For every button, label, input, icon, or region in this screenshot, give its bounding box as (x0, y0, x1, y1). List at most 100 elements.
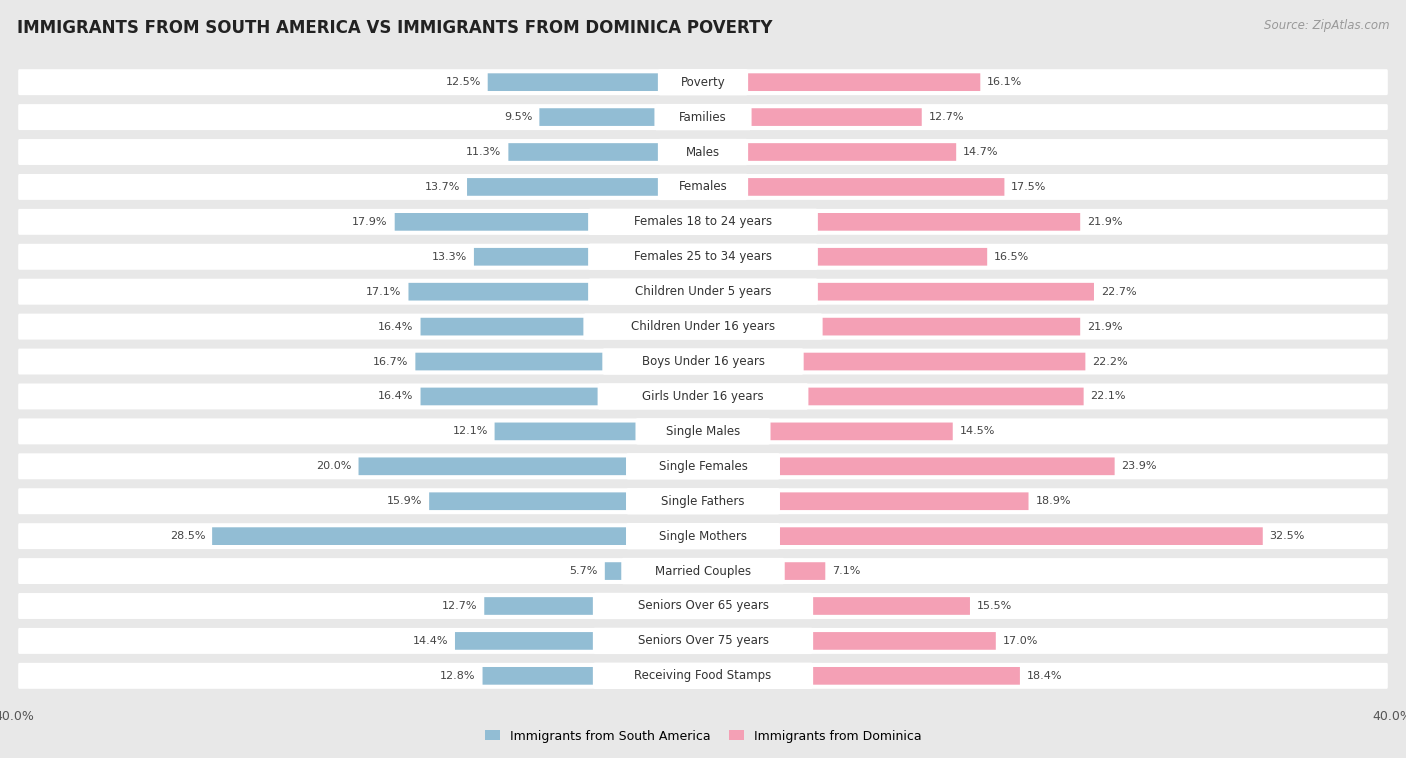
FancyBboxPatch shape (18, 314, 1388, 340)
Text: IMMIGRANTS FROM SOUTH AMERICA VS IMMIGRANTS FROM DOMINICA POVERTY: IMMIGRANTS FROM SOUTH AMERICA VS IMMIGRA… (17, 19, 772, 37)
FancyBboxPatch shape (420, 387, 703, 406)
FancyBboxPatch shape (703, 632, 995, 650)
Legend: Immigrants from South America, Immigrants from Dominica: Immigrants from South America, Immigrant… (479, 725, 927, 747)
Text: Females 18 to 24 years: Females 18 to 24 years (634, 215, 772, 228)
FancyBboxPatch shape (598, 384, 808, 409)
FancyBboxPatch shape (703, 458, 1115, 475)
Text: 14.5%: 14.5% (960, 427, 995, 437)
Text: 12.7%: 12.7% (928, 112, 965, 122)
FancyBboxPatch shape (703, 667, 1019, 684)
Text: 12.8%: 12.8% (440, 671, 475, 681)
Text: Receiving Food Stamps: Receiving Food Stamps (634, 669, 772, 682)
FancyBboxPatch shape (703, 493, 1029, 510)
FancyBboxPatch shape (588, 208, 818, 235)
FancyBboxPatch shape (18, 558, 1388, 584)
FancyBboxPatch shape (703, 213, 1080, 230)
FancyBboxPatch shape (602, 349, 804, 374)
Text: Single Males: Single Males (666, 425, 740, 438)
Text: 13.7%: 13.7% (425, 182, 460, 192)
Text: 18.4%: 18.4% (1026, 671, 1063, 681)
Text: Single Mothers: Single Mothers (659, 530, 747, 543)
Text: 21.9%: 21.9% (1087, 321, 1122, 331)
FancyBboxPatch shape (703, 108, 922, 126)
FancyBboxPatch shape (409, 283, 703, 300)
Text: 23.9%: 23.9% (1122, 462, 1157, 471)
Text: Males: Males (686, 146, 720, 158)
Text: Girls Under 16 years: Girls Under 16 years (643, 390, 763, 403)
FancyBboxPatch shape (621, 558, 785, 584)
FancyBboxPatch shape (654, 104, 752, 130)
FancyBboxPatch shape (18, 244, 1388, 270)
Text: 20.0%: 20.0% (316, 462, 352, 471)
Text: 18.9%: 18.9% (1035, 496, 1071, 506)
FancyBboxPatch shape (593, 593, 813, 619)
Text: Females 25 to 34 years: Females 25 to 34 years (634, 250, 772, 263)
FancyBboxPatch shape (467, 178, 703, 196)
FancyBboxPatch shape (588, 243, 818, 270)
Text: 15.5%: 15.5% (977, 601, 1012, 611)
Text: 16.5%: 16.5% (994, 252, 1029, 262)
FancyBboxPatch shape (605, 562, 703, 580)
FancyBboxPatch shape (495, 422, 703, 440)
Text: Seniors Over 65 years: Seniors Over 65 years (637, 600, 769, 612)
Text: 21.9%: 21.9% (1087, 217, 1122, 227)
Text: Source: ZipAtlas.com: Source: ZipAtlas.com (1264, 19, 1389, 32)
Text: 17.5%: 17.5% (1011, 182, 1046, 192)
FancyBboxPatch shape (18, 628, 1388, 654)
Text: Married Couples: Married Couples (655, 565, 751, 578)
Text: 32.5%: 32.5% (1270, 531, 1305, 541)
FancyBboxPatch shape (429, 493, 703, 510)
FancyBboxPatch shape (626, 453, 780, 480)
FancyBboxPatch shape (703, 178, 1004, 196)
Text: 22.7%: 22.7% (1101, 287, 1136, 296)
Text: 12.5%: 12.5% (446, 77, 481, 87)
FancyBboxPatch shape (703, 562, 825, 580)
Text: 22.1%: 22.1% (1091, 391, 1126, 402)
FancyBboxPatch shape (703, 422, 953, 440)
FancyBboxPatch shape (484, 597, 703, 615)
FancyBboxPatch shape (415, 352, 703, 371)
FancyBboxPatch shape (18, 384, 1388, 409)
FancyBboxPatch shape (588, 278, 818, 305)
Text: 7.1%: 7.1% (832, 566, 860, 576)
Text: 17.0%: 17.0% (1002, 636, 1038, 646)
FancyBboxPatch shape (658, 69, 748, 96)
Text: Families: Families (679, 111, 727, 124)
FancyBboxPatch shape (18, 139, 1388, 165)
FancyBboxPatch shape (18, 209, 1388, 235)
FancyBboxPatch shape (703, 387, 1084, 406)
Text: 5.7%: 5.7% (569, 566, 598, 576)
Text: 12.7%: 12.7% (441, 601, 478, 611)
Text: Single Fathers: Single Fathers (661, 495, 745, 508)
FancyBboxPatch shape (593, 662, 813, 689)
Text: 9.5%: 9.5% (505, 112, 533, 122)
Text: 14.7%: 14.7% (963, 147, 998, 157)
FancyBboxPatch shape (703, 352, 1085, 371)
FancyBboxPatch shape (703, 283, 1094, 300)
FancyBboxPatch shape (474, 248, 703, 265)
FancyBboxPatch shape (18, 593, 1388, 619)
FancyBboxPatch shape (658, 174, 748, 200)
FancyBboxPatch shape (593, 628, 813, 654)
FancyBboxPatch shape (18, 174, 1388, 200)
FancyBboxPatch shape (18, 104, 1388, 130)
FancyBboxPatch shape (703, 74, 980, 91)
FancyBboxPatch shape (420, 318, 703, 336)
FancyBboxPatch shape (540, 108, 703, 126)
FancyBboxPatch shape (18, 418, 1388, 444)
FancyBboxPatch shape (18, 349, 1388, 374)
Text: 16.4%: 16.4% (378, 391, 413, 402)
Text: Single Females: Single Females (658, 460, 748, 473)
Text: 16.4%: 16.4% (378, 321, 413, 331)
Text: Boys Under 16 years: Boys Under 16 years (641, 355, 765, 368)
Text: 17.9%: 17.9% (353, 217, 388, 227)
FancyBboxPatch shape (703, 248, 987, 265)
FancyBboxPatch shape (18, 279, 1388, 305)
FancyBboxPatch shape (456, 632, 703, 650)
Text: 16.7%: 16.7% (373, 356, 409, 367)
Text: Poverty: Poverty (681, 76, 725, 89)
FancyBboxPatch shape (703, 143, 956, 161)
Text: 17.1%: 17.1% (366, 287, 402, 296)
FancyBboxPatch shape (18, 488, 1388, 514)
Text: Children Under 5 years: Children Under 5 years (634, 285, 772, 298)
